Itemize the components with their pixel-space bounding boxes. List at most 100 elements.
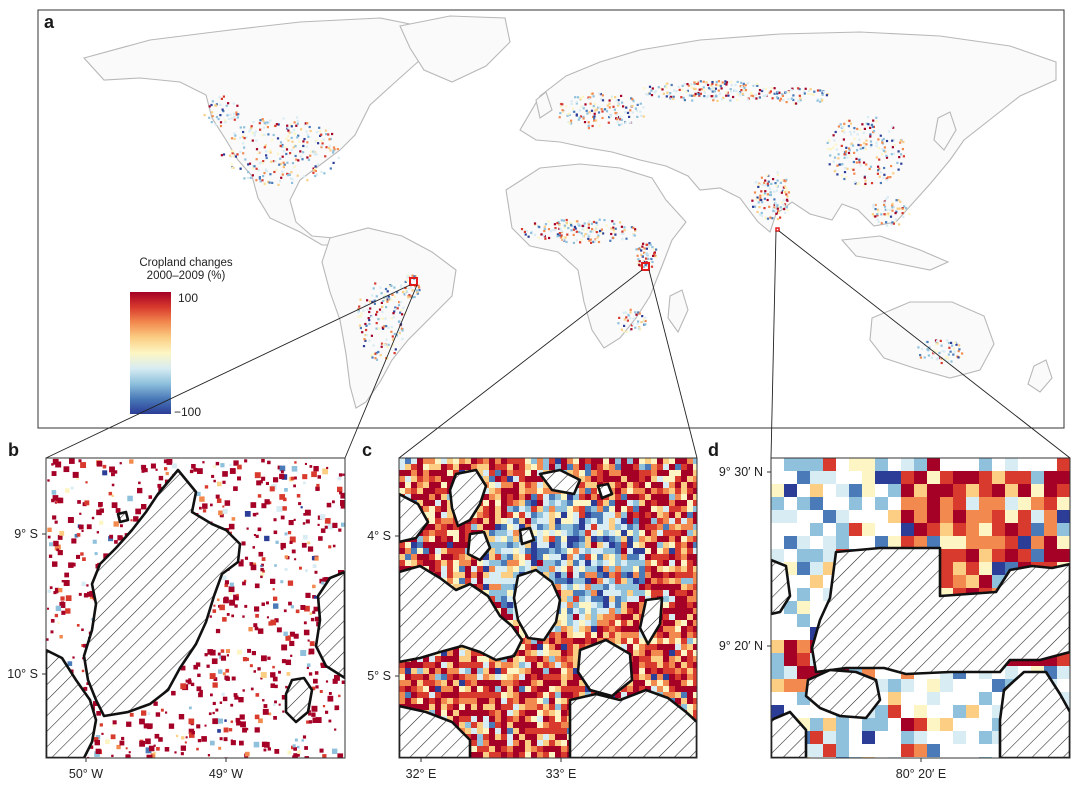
panel-c-pixel	[459, 716, 465, 722]
panel-c-pixel	[657, 494, 663, 500]
panel-c-pixel	[603, 506, 609, 512]
panel-c-pixel	[495, 500, 501, 506]
cropland-pixel	[215, 103, 218, 106]
cropland-pixel	[631, 111, 634, 114]
cropland-pixel	[568, 112, 571, 115]
panel-c-pixel	[651, 512, 657, 518]
panel-b-pixel	[249, 664, 253, 668]
panel-c-pixel	[597, 470, 603, 476]
cropland-pixel	[591, 124, 594, 128]
panel-c-pixel	[675, 476, 681, 482]
cropland-pixel	[230, 137, 234, 140]
cropland-pixel	[219, 103, 222, 106]
panel-c-pixel	[585, 524, 591, 530]
panel-c-pixel	[555, 722, 561, 728]
cropland-pixel	[560, 102, 563, 106]
panel-c-pixel	[645, 470, 651, 476]
cropland-pixel	[803, 90, 806, 93]
cropland-pixel	[650, 257, 653, 261]
cropland-pixel	[632, 99, 635, 102]
panel-c-pixel	[597, 476, 603, 482]
panel-c-pixel	[513, 686, 519, 692]
panel-b-pixel	[229, 582, 234, 587]
cropland-pixel	[837, 125, 840, 128]
cropland-pixel	[417, 284, 420, 287]
panel-c-pixel	[615, 524, 621, 530]
panel-c-pixel	[537, 704, 543, 710]
panel-b-pixel	[109, 534, 114, 539]
cropland-pixel	[593, 119, 596, 122]
panel-b-pixel	[226, 613, 230, 616]
panel-c-pixel	[693, 632, 697, 638]
panel-c-pixel	[693, 620, 697, 626]
cropland-pixel	[760, 198, 763, 202]
panel-b-pixel	[305, 569, 308, 573]
panel-c-pixel	[645, 530, 651, 536]
panel-c-pixel	[609, 518, 615, 524]
cropland-pixel	[358, 305, 361, 308]
cropland-pixel	[785, 193, 788, 196]
panel-c-pixel	[549, 518, 555, 524]
cropland-pixel	[890, 125, 894, 128]
panel-c-pixel	[597, 632, 603, 638]
panel-c-pixel	[687, 632, 693, 638]
panel-c-pixel	[639, 680, 645, 686]
cropland-pixel	[278, 179, 282, 183]
panel-c-pixel	[621, 524, 627, 530]
panel-b-pixel	[228, 728, 233, 732]
cropland-pixel	[803, 92, 806, 95]
cropland-pixel	[255, 167, 258, 170]
panel-c-pixel	[687, 608, 693, 614]
cropland-pixel	[872, 203, 876, 206]
panel-c-pixel	[447, 716, 453, 722]
cropland-pixel	[401, 337, 404, 341]
panel-b-pixel	[59, 602, 66, 608]
panel-b-letter: b	[8, 440, 19, 460]
panel-c-pixel	[423, 662, 429, 668]
cropland-pixel	[826, 141, 829, 144]
panel-c-pixel	[417, 668, 423, 674]
panel-c-pixel	[627, 608, 633, 614]
cropland-pixel	[211, 100, 214, 103]
panel-c-pixel	[675, 584, 681, 590]
panel-c-pixel	[405, 470, 411, 476]
panel-c-pixel	[615, 608, 621, 614]
panel-c-pixel	[417, 464, 423, 470]
panel-c-pixel	[483, 512, 489, 518]
panel-b-pixel	[236, 593, 239, 597]
panel-c-pixel	[399, 680, 405, 686]
panel-b-pixel	[259, 480, 263, 484]
panel-b-pixel	[212, 609, 217, 613]
cropland-pixel	[819, 100, 822, 103]
cropland-pixel	[592, 104, 595, 108]
panel-c-pixel	[663, 674, 669, 680]
panel-b-pixel	[337, 486, 343, 493]
panel-b-pixel	[197, 468, 203, 474]
cropland-pixel	[274, 160, 277, 163]
panel-c-pixel	[507, 602, 513, 608]
cropland-pixel	[543, 234, 546, 237]
panel-b-pixel	[147, 712, 151, 715]
panel-c-pixel	[687, 482, 693, 488]
cropland-pixel	[598, 106, 601, 109]
cropland-pixel	[608, 102, 611, 105]
panel-c-pixel	[645, 500, 651, 506]
panel-c-pixel	[609, 638, 615, 644]
cropland-pixel	[294, 145, 297, 148]
panel-c-pixel	[477, 584, 483, 590]
panel-c-pixel	[501, 506, 507, 512]
cropland-pixel	[578, 116, 581, 119]
cropland-pixel	[926, 340, 929, 344]
panel-b-pixel	[283, 497, 287, 502]
panel-b-pixel	[224, 583, 229, 588]
panel-c-pixel	[603, 626, 609, 632]
panel-c-pixel	[681, 674, 687, 680]
panel-c-pixel	[411, 488, 417, 494]
panel-c-pixel	[627, 470, 633, 476]
cropland-pixel	[790, 88, 793, 92]
panel-c-pixel	[669, 554, 675, 560]
cropland-pixel	[380, 301, 383, 304]
panel-c-pixel	[645, 656, 651, 662]
cropland-pixel	[576, 96, 580, 99]
cropland-pixel	[399, 311, 402, 314]
